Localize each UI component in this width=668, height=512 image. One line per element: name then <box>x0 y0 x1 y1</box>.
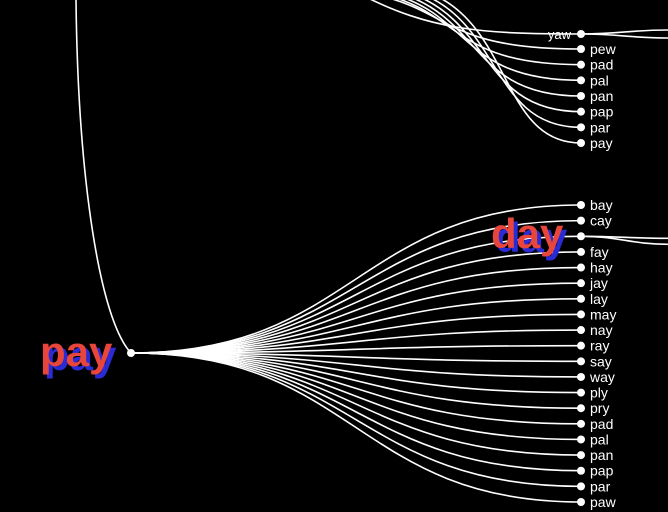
leaf-label-way[interactable]: way <box>589 369 615 385</box>
leaf-label-pap[interactable]: pap <box>590 104 614 120</box>
node-dot-ray[interactable] <box>577 341 585 350</box>
leaf-label-pay[interactable]: pay <box>590 135 613 151</box>
link-main-to-ray <box>130 344 582 354</box>
leaf-label-par[interactable]: par <box>590 478 611 494</box>
leaf-label-hay[interactable]: hay <box>590 260 613 276</box>
link-to-pan <box>415 0 582 97</box>
link-main-to-pad <box>130 352 582 425</box>
link-main-to-lay <box>130 297 582 354</box>
leaf-label-pal[interactable]: pal <box>590 431 609 447</box>
link-main-to-bay <box>130 204 582 354</box>
link-to-yaw <box>370 0 582 35</box>
leaf-label-pew[interactable]: pew <box>590 41 617 57</box>
link-to-par <box>432 0 582 129</box>
node-dot-pan[interactable] <box>577 451 585 460</box>
leaf-label-pad[interactable]: pad <box>590 57 613 73</box>
node-dot-pal[interactable] <box>577 76 585 85</box>
node-dot-nay[interactable] <box>577 326 585 335</box>
link-main-to-ply <box>130 352 582 394</box>
highlight-node-label[interactable]: day <box>491 210 564 257</box>
node-dot-par[interactable] <box>577 123 585 132</box>
node-dot-paw[interactable] <box>577 498 585 506</box>
link-main-to-cay <box>130 219 582 354</box>
node-label-yaw[interactable]: yaw <box>548 27 572 42</box>
node-dot-lay[interactable] <box>577 294 585 303</box>
node-dot-pad[interactable] <box>577 60 585 69</box>
link-main-to-hay <box>130 266 582 354</box>
main-node-label[interactable]: pay <box>40 328 113 375</box>
node-dot-pal[interactable] <box>577 435 585 444</box>
node-dot-say[interactable] <box>577 357 585 366</box>
link-highlight-out-lower <box>580 235 668 246</box>
main-node-label-shadow: pay <box>44 332 117 379</box>
link-yaw-out <box>580 29 668 35</box>
link-main-to-fay <box>130 251 582 354</box>
link-main-to-may <box>130 313 582 354</box>
leaf-label-pap[interactable]: pap <box>590 463 614 479</box>
link-yaw-out-lower <box>580 33 668 39</box>
leaf-label-may[interactable]: may <box>590 306 616 322</box>
leaf-label-pan[interactable]: pan <box>590 88 613 104</box>
node-dot-par[interactable] <box>577 482 585 491</box>
node-dot-cay[interactable] <box>577 216 585 225</box>
leaf-label-pal[interactable]: pal <box>590 72 609 88</box>
node-dot-pay[interactable] <box>577 139 585 147</box>
link-to-pay <box>441 0 582 144</box>
leaf-label-par[interactable]: par <box>590 119 611 135</box>
leaf-label-say[interactable]: say <box>590 353 612 369</box>
node-dot-day[interactable] <box>577 232 585 241</box>
node-dot-main[interactable] <box>127 349 135 357</box>
link-main-to-jay <box>130 282 582 354</box>
leaf-label-lay[interactable]: lay <box>590 291 608 307</box>
leaf-label-ray[interactable]: ray <box>590 338 609 354</box>
leaf-label-pan[interactable]: pan <box>590 447 613 463</box>
tree-labels: pawparpappanpalpadpryplywaysayraynaymayl… <box>40 27 617 510</box>
node-dot-ply[interactable] <box>577 388 585 397</box>
node-dot-way[interactable] <box>577 372 585 381</box>
leaf-label-fay[interactable]: fay <box>590 244 609 260</box>
node-dot-yaw[interactable] <box>577 30 585 38</box>
node-dot-bay[interactable] <box>577 201 585 209</box>
link-main-to-say <box>130 352 582 363</box>
link-main-to-pal <box>130 352 582 441</box>
node-dot-pew[interactable] <box>577 45 585 53</box>
node-dot-pry[interactable] <box>577 404 585 413</box>
node-dot-pan[interactable] <box>577 92 585 100</box>
node-dot-fay[interactable] <box>577 247 585 256</box>
node-dot-pad[interactable] <box>577 419 585 428</box>
node-dot-hay[interactable] <box>577 263 585 272</box>
leaf-label-jay[interactable]: jay <box>589 275 608 291</box>
link-main-to-way <box>130 352 582 378</box>
leaf-label-paw[interactable]: paw <box>590 494 617 510</box>
link-to-pap <box>424 0 582 113</box>
link-main-to-day <box>130 235 582 354</box>
link-root-to-main <box>75 0 132 354</box>
link-main-to-pan <box>130 352 582 456</box>
node-dot-jay[interactable] <box>577 279 585 288</box>
link-main-to-paw <box>130 352 582 503</box>
link-main-to-pap <box>130 352 582 472</box>
node-dot-pap[interactable] <box>577 107 585 116</box>
leaf-label-pry[interactable]: pry <box>590 400 609 416</box>
link-main-to-pry <box>130 352 582 410</box>
leaf-label-cay[interactable]: cay <box>590 213 612 229</box>
leaf-label-bay[interactable]: bay <box>590 197 613 213</box>
tree-nodes <box>127 30 585 506</box>
tree-links <box>75 0 668 503</box>
leaf-label-nay[interactable]: nay <box>590 322 613 338</box>
node-dot-may[interactable] <box>577 310 585 319</box>
leaf-label-pad[interactable]: pad <box>590 416 613 432</box>
highlight-node-label-shadow: day <box>495 214 568 261</box>
leaf-label-ply[interactable]: ply <box>590 385 608 401</box>
node-dot-pap[interactable] <box>577 466 585 475</box>
